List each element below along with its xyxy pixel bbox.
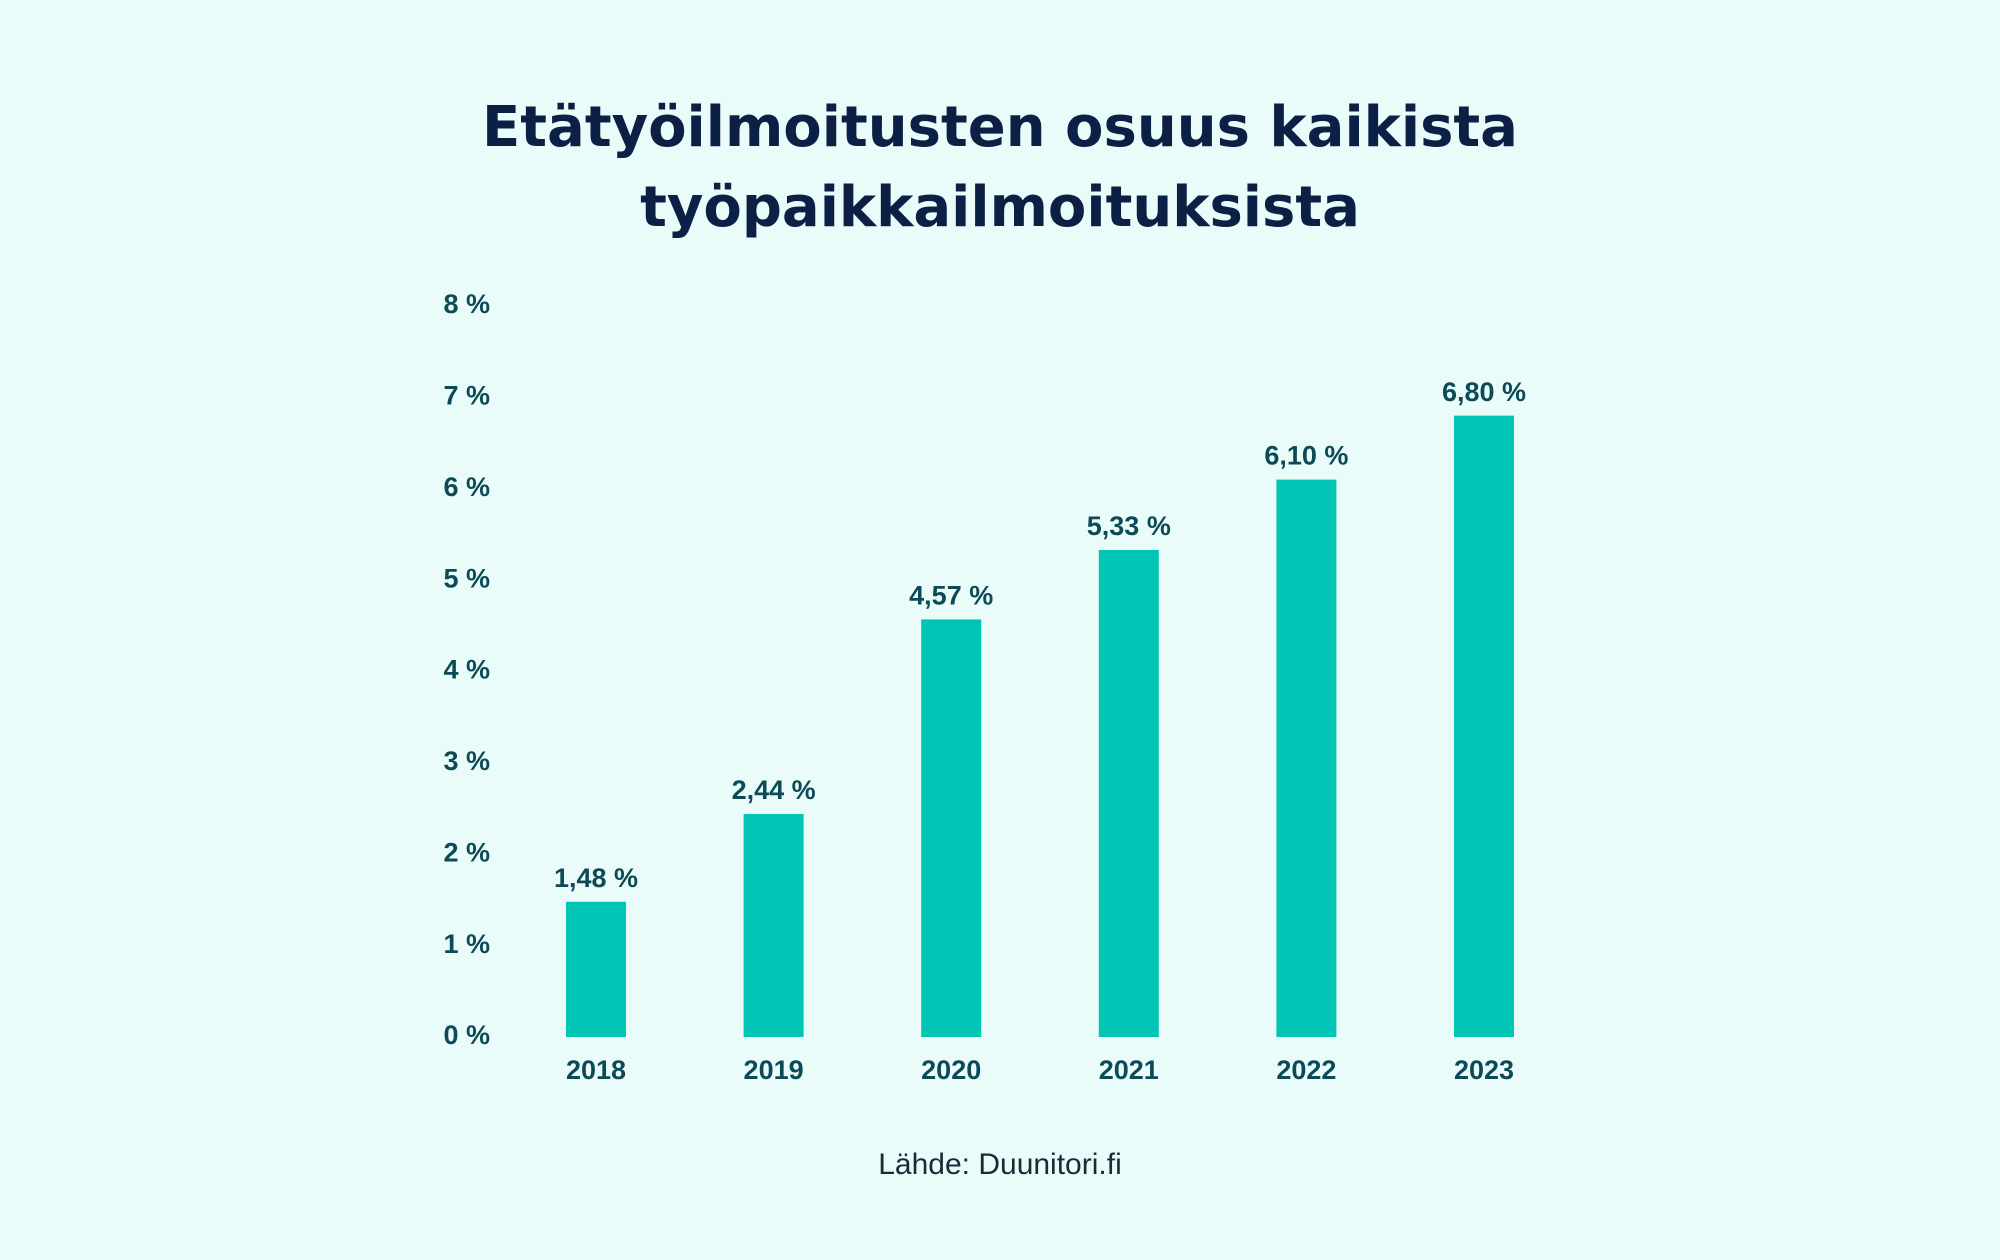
bar-2020 [921, 619, 982, 1037]
y-tick-label: 7 % [443, 381, 490, 411]
x-axis: 2018 2019 2020 2021 2022 2023 [566, 1055, 1514, 1085]
x-tick-label-2023: 2023 [1454, 1055, 1514, 1085]
chart-title-line-1: Etätyöilmoitusten osuus kaikista [482, 95, 1518, 160]
value-label-2020: 4,57 % [909, 581, 993, 611]
y-tick-label: 0 % [443, 1020, 490, 1050]
y-tick-label: 6 % [443, 472, 490, 502]
x-tick-label-2021: 2021 [1099, 1055, 1159, 1085]
bar-2022 [1276, 479, 1337, 1037]
value-label-2021: 5,33 % [1087, 511, 1171, 541]
value-label-2019: 2,44 % [732, 775, 816, 805]
x-tick-label-2019: 2019 [744, 1055, 804, 1085]
value-label-2022: 6,10 % [1264, 441, 1348, 471]
source-note: Lähde: Duunitori.fi [878, 1148, 1122, 1181]
x-tick-label-2020: 2020 [921, 1055, 981, 1085]
bar-2018 [566, 901, 626, 1037]
y-axis: 0 % 1 % 2 % 3 % 4 % 5 % 6 % 7 % 8 % [443, 289, 490, 1050]
y-tick-label: 1 % [443, 929, 490, 959]
value-label-2018: 1,48 % [554, 863, 638, 893]
bar-2019 [743, 814, 804, 1037]
value-label-2023: 6,80 % [1442, 377, 1526, 407]
chart-title: Etätyöilmoitusten osuus kaikista työpaik… [0, 88, 2000, 248]
y-tick-label: 2 % [443, 837, 490, 867]
y-tick-label: 8 % [443, 289, 490, 319]
x-tick-label-2018: 2018 [566, 1055, 626, 1085]
y-tick-label: 4 % [443, 655, 490, 685]
y-tick-label: 3 % [443, 746, 490, 776]
y-tick-label: 5 % [443, 563, 490, 593]
bar-2023 [1454, 415, 1514, 1037]
x-tick-label-2022: 2022 [1276, 1055, 1336, 1085]
bars [566, 415, 1514, 1037]
bar-2021 [1098, 549, 1159, 1037]
chart-title-line-2: työpaikkailmoituksista [640, 175, 1360, 240]
value-labels: 1,48 % 2,44 % 4,57 % 5,33 % 6,10 % 6,80 % [554, 377, 1526, 893]
